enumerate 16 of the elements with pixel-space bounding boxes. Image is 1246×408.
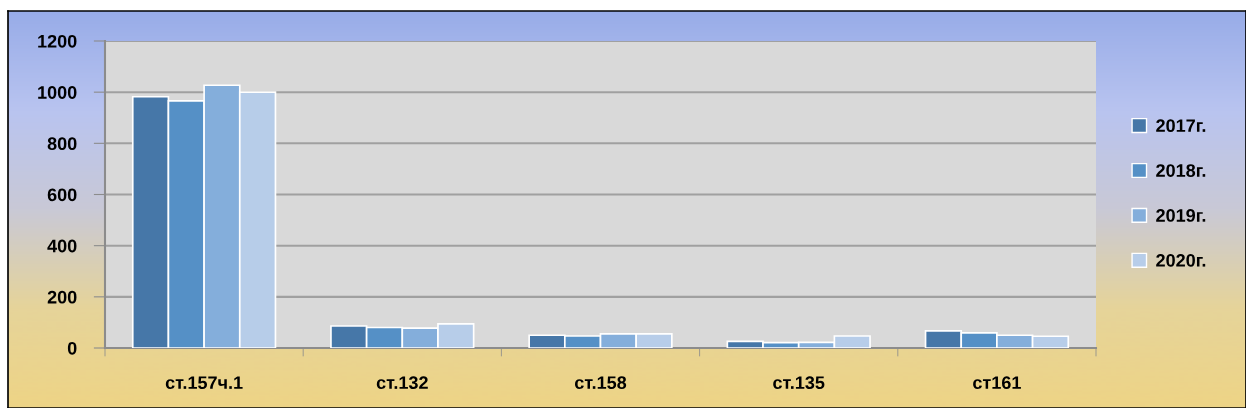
x-tick-label: ст.132 — [376, 376, 428, 390]
legend-label: 2018г. — [1156, 164, 1206, 177]
y-tick-label: 1200 — [38, 34, 77, 48]
x-tick-label: ст161 — [973, 376, 1021, 390]
y-tick-label: 600 — [47, 188, 77, 202]
legend-label: 2017г. — [1156, 119, 1206, 133]
y-tick-label: 0 — [67, 341, 77, 355]
y-tick-label: 200 — [47, 290, 77, 304]
x-tick-label: ст.135 — [773, 376, 825, 390]
legend-label: 2020г. — [1156, 253, 1206, 267]
y-tick-label: 800 — [47, 137, 77, 151]
x-tick-label: ст.157ч.1 — [165, 376, 243, 390]
legend-label: 2019г. — [1156, 209, 1206, 222]
x-tick-label: ст.158 — [574, 376, 627, 390]
y-tick-label: 1000 — [38, 86, 77, 99]
y-tick-label: 400 — [47, 239, 77, 253]
